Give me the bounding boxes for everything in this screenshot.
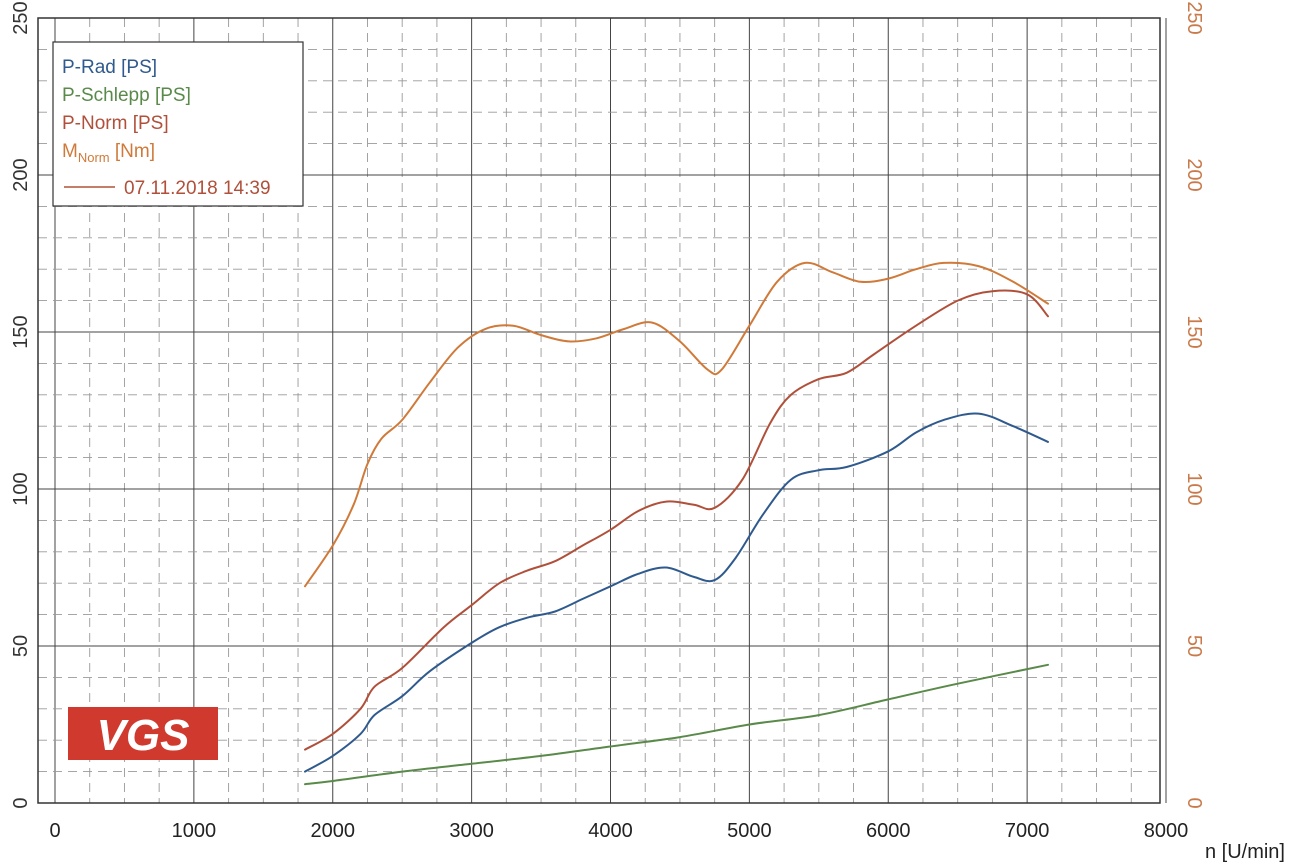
y-right-tick-label: 250 bbox=[1183, 1, 1205, 34]
legend-m-sub: Norm bbox=[78, 150, 110, 165]
y-left-tick-label: 0 bbox=[10, 797, 32, 808]
y-left-tick-label: 150 bbox=[10, 315, 32, 348]
x-tick-label: 2000 bbox=[311, 820, 356, 842]
x-axis-label: n [U/min] bbox=[1205, 841, 1285, 863]
y-right-tick-label: 50 bbox=[1183, 635, 1205, 657]
x-tick-label: 1000 bbox=[172, 820, 217, 842]
x-tick-label: 3000 bbox=[449, 820, 494, 842]
series-layer bbox=[304, 261, 1049, 786]
y-right-tick-label: 0 bbox=[1183, 797, 1205, 808]
y-left-tick-label: 200 bbox=[10, 158, 32, 191]
y-left-tick-label: 50 bbox=[10, 635, 32, 657]
series-line-1 bbox=[304, 663, 1049, 786]
y-left-tick-label: 100 bbox=[10, 472, 32, 505]
y-left-tick-label: 250 bbox=[10, 1, 32, 34]
legend-entry-date: 07.11.2018 14:39 bbox=[124, 178, 271, 199]
y-right-tick-label: 150 bbox=[1183, 315, 1205, 348]
logo-text: VGS bbox=[97, 711, 190, 760]
y-right-tick-label: 100 bbox=[1183, 472, 1205, 505]
legend-entry-p-norm: P-Norm [PS] bbox=[62, 113, 169, 134]
x-tick-label: 0 bbox=[49, 820, 60, 842]
legend: P-Rad [PS] P-Schlepp [PS] P-Norm [PS] MN… bbox=[52, 41, 304, 207]
grid bbox=[38, 17, 1167, 804]
x-tick-label: 6000 bbox=[866, 820, 911, 842]
legend-entry-m-norm: MNorm [Nm] bbox=[62, 141, 155, 165]
legend-m-main: M bbox=[62, 141, 78, 162]
series-line-3 bbox=[304, 261, 1049, 588]
x-tick-label: 8000 bbox=[1144, 820, 1189, 842]
logo-background bbox=[68, 707, 218, 760]
x-tick-label: 5000 bbox=[727, 820, 772, 842]
axes: 0 1000 2000 3000 4000 5000 6000 7000 80000501001… bbox=[10, 1, 1205, 842]
x-tick-label: 7000 bbox=[1005, 820, 1050, 842]
legend-entry-p-rad: P-Rad [PS] bbox=[62, 57, 157, 78]
x-tick-label: 4000 bbox=[588, 820, 633, 842]
series-line-0 bbox=[304, 412, 1049, 773]
vgs-logo: VGS bbox=[68, 707, 218, 760]
plot-frame bbox=[37, 17, 1161, 804]
legend-m-unit: [Nm] bbox=[110, 141, 155, 162]
legend-box bbox=[52, 41, 304, 207]
legend-entry-p-schlepp: P-Schlepp [PS] bbox=[62, 85, 191, 106]
y-right-tick-label: 200 bbox=[1183, 158, 1205, 191]
series-line-2 bbox=[304, 289, 1049, 751]
